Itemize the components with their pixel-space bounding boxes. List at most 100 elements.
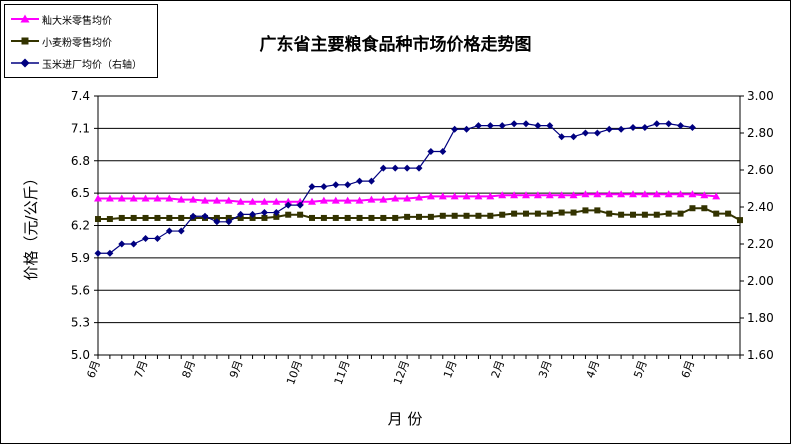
data-point-rice (640, 190, 649, 198)
data-point-flour (546, 210, 553, 217)
data-point-rice (474, 192, 483, 200)
data-point-flour (249, 214, 256, 221)
x-tick-label: 4月 (584, 359, 602, 380)
legend-item-flour: 小麦粉零售均价 (11, 33, 112, 49)
data-point-rice (652, 190, 661, 198)
data-point-corn (153, 234, 161, 242)
legend-swatch-rice (11, 14, 39, 23)
data-point-flour (95, 216, 101, 223)
x-tick-label: 5月 (631, 359, 649, 380)
data-point-rice (177, 195, 186, 203)
data-point-flour (534, 210, 541, 217)
data-point-corn (189, 212, 197, 220)
x-tick-label: 8月 (180, 359, 198, 380)
data-point-flour (713, 210, 720, 217)
data-point-corn (641, 123, 649, 131)
data-point-corn (165, 227, 173, 235)
x-tick-label: 7月 (132, 359, 150, 380)
y-tick-label: 5.6 (71, 283, 90, 297)
data-point-flour (178, 214, 185, 221)
data-point-flour (618, 211, 625, 218)
data-point-flour (142, 214, 149, 221)
data-point-corn (332, 181, 340, 189)
data-point-corn (142, 234, 150, 242)
data-point-corn (581, 129, 589, 137)
data-point-corn (617, 125, 625, 133)
data-point-corn (379, 164, 387, 172)
data-point-rice (700, 191, 709, 199)
data-point-rice (403, 194, 412, 202)
data-point-flour (594, 207, 601, 214)
data-point-rice (379, 195, 388, 203)
data-point-flour (570, 209, 577, 216)
data-point-corn (546, 122, 554, 130)
data-point-corn (427, 148, 435, 155)
data-point-corn (522, 120, 530, 128)
legend-label-flour: 小麦粉零售均价 (42, 37, 112, 49)
data-point-corn (177, 227, 185, 235)
series-line-2 (98, 123, 693, 254)
y2-tick-label: 2.40 (747, 200, 774, 214)
data-point-flour (653, 211, 660, 218)
legend: 籼大米零售均价 小麦粉零售均价 玉米进厂均价（右轴） (4, 4, 158, 78)
data-point-rice (117, 194, 126, 202)
data-point-flour (332, 214, 339, 221)
data-point-corn (558, 133, 566, 141)
x-tick-label: 2月 (489, 359, 507, 380)
data-point-flour (356, 214, 363, 221)
data-point-flour (499, 211, 506, 218)
y-tick-label: 6.2 (71, 219, 90, 233)
data-point-corn (653, 120, 661, 128)
data-point-corn (439, 148, 447, 155)
legend-label-rice: 籼大米零售均价 (42, 15, 112, 27)
data-point-rice (617, 190, 626, 198)
data-point-rice (189, 195, 198, 203)
data-point-corn (415, 164, 423, 172)
data-point-rice (284, 197, 293, 205)
data-point-rice (308, 197, 316, 205)
data-point-flour (487, 212, 494, 219)
data-point-flour (118, 214, 125, 221)
data-point-flour (320, 214, 327, 221)
data-point-flour (558, 209, 565, 216)
data-point-corn (94, 249, 102, 257)
data-point-corn (451, 125, 459, 133)
y-tick-label: 7.1 (71, 121, 90, 135)
data-point-flour (297, 211, 304, 218)
data-point-flour (273, 213, 280, 220)
data-point-corn (225, 218, 233, 226)
data-point-rice (260, 197, 269, 205)
legend-swatch-corn (11, 58, 39, 68)
y-tick-label: 6.8 (71, 154, 90, 168)
data-point-corn (593, 129, 601, 137)
data-point-flour (416, 213, 422, 220)
data-point-corn (510, 120, 518, 128)
y-tick-label: 5.9 (71, 251, 90, 265)
data-point-corn (260, 209, 268, 217)
x-tick-label: 10月 (284, 359, 305, 387)
data-point-rice (415, 193, 423, 201)
data-point-corn (498, 122, 506, 130)
data-point-corn (391, 164, 399, 172)
data-point-corn (106, 249, 114, 257)
data-point-rice (498, 191, 507, 199)
x-tick-label: 6月 (84, 359, 102, 380)
data-point-corn (344, 181, 352, 189)
data-point-rice (450, 192, 459, 200)
data-point-rice (712, 192, 721, 200)
data-point-rice (367, 195, 376, 203)
data-point-rice (248, 197, 257, 205)
y-tick-label: 5.3 (71, 316, 90, 330)
data-point-rice (391, 194, 400, 202)
data-point-rice (272, 197, 281, 205)
data-point-rice (522, 191, 530, 199)
data-point-rice (593, 190, 602, 198)
data-point-rice (236, 197, 245, 205)
data-point-corn (367, 177, 375, 185)
y2-tick-label: 2.80 (747, 126, 774, 140)
data-point-flour (737, 217, 743, 224)
data-point-rice (581, 190, 590, 198)
data-point-flour (523, 210, 529, 217)
data-point-flour (130, 214, 137, 221)
data-point-rice (331, 196, 340, 204)
